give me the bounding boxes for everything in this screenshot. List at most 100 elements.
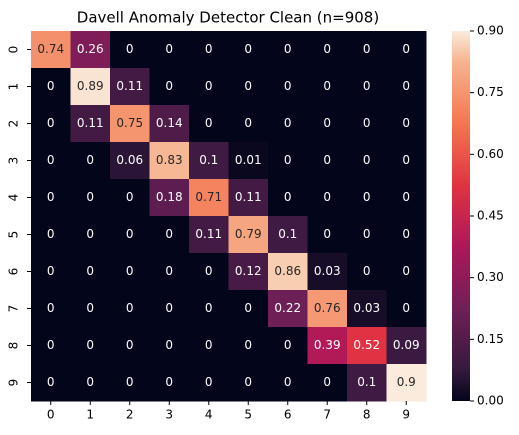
- heatmap-cell: [268, 290, 308, 328]
- heatmap-cell: [189, 253, 229, 291]
- cell-label: 0: [363, 42, 371, 56]
- x-tick-label: 7: [323, 408, 331, 422]
- heatmap-cell: [268, 179, 308, 217]
- cell-label: 0: [86, 190, 94, 204]
- cell-label: 0: [244, 79, 252, 93]
- cell-label: 0: [244, 301, 252, 315]
- cell-label: 0: [126, 190, 134, 204]
- heatmap-cell: [307, 142, 348, 180]
- cell-label: 0: [47, 116, 55, 130]
- heatmap-cell: [268, 105, 308, 143]
- heatmap-cell: [228, 142, 269, 180]
- cell-label: 0.11: [116, 79, 143, 93]
- heatmap-cell: [347, 142, 387, 180]
- cell-label: 0: [47, 301, 55, 315]
- cell-label: 0: [86, 227, 94, 241]
- cell-label: 0: [165, 227, 173, 241]
- cell-label: 0: [205, 301, 213, 315]
- heatmap-cell: [189, 216, 229, 254]
- cell-label: 0: [126, 227, 134, 241]
- heatmap-cell: [110, 179, 150, 217]
- x-tick-label: 4: [205, 408, 213, 422]
- cell-label: 0: [284, 79, 292, 93]
- heatmap-cell: [31, 68, 71, 106]
- cell-label: 0: [126, 338, 134, 352]
- cell-label: 0: [205, 42, 213, 56]
- cell-label: 0: [284, 153, 292, 167]
- colorbar: [452, 31, 470, 401]
- heatmap-cell: [110, 364, 150, 402]
- colorbar-tick-label: 0.30: [477, 270, 504, 284]
- y-tick-label: 7: [7, 305, 21, 313]
- y-tick-label: 9: [7, 379, 21, 387]
- cell-label: 0: [402, 153, 410, 167]
- colorbar-tick-label: 0.75: [477, 85, 504, 99]
- heatmap-cell: [70, 290, 111, 328]
- heatmap-cell: [70, 31, 111, 69]
- colorbar-tick-label: 0.15: [477, 332, 504, 346]
- cell-label: 0: [284, 42, 292, 56]
- cell-label: 0: [86, 301, 94, 315]
- heatmap-cell: [228, 105, 269, 143]
- cell-label: 0: [402, 116, 410, 130]
- heatmap-cell: [307, 290, 348, 328]
- cell-label: 0: [363, 264, 371, 278]
- chart-title: Davell Anomaly Detector Clean (n=908): [77, 9, 379, 27]
- cell-label: 0: [363, 153, 371, 167]
- cell-label: 0.1: [199, 153, 218, 167]
- heatmap-cell: [268, 216, 308, 254]
- cell-label: 0.18: [156, 190, 183, 204]
- heatmap-cell: [268, 327, 308, 365]
- cell-label: 0: [363, 116, 371, 130]
- heatmap-cell: [268, 31, 308, 69]
- heatmap-cell: [386, 68, 427, 106]
- cell-label: 0.11: [195, 227, 222, 241]
- colorbar-tick-label: 0.90: [477, 24, 504, 38]
- cell-label: 0.1: [278, 227, 297, 241]
- heatmap-cell: [189, 290, 229, 328]
- heatmap-cell: [70, 364, 111, 402]
- colorbar-tick-label: 0.60: [477, 147, 504, 161]
- heatmap-cell: [110, 68, 150, 106]
- heatmap-cell: [31, 253, 71, 291]
- heatmap-cell: [386, 31, 427, 69]
- cell-label: 0: [47, 79, 55, 93]
- heatmap-cell: [189, 68, 229, 106]
- cell-label: 0.06: [116, 153, 143, 167]
- cell-label: 0: [47, 375, 55, 389]
- heatmap-cell: [347, 253, 387, 291]
- heatmap-cell: [228, 364, 269, 402]
- cell-label: 0: [47, 338, 55, 352]
- x-tick-label: 5: [244, 408, 252, 422]
- heatmap-cell: [347, 290, 387, 328]
- heatmap-cell: [189, 364, 229, 402]
- heatmap-cell: [347, 105, 387, 143]
- cell-label: 0: [284, 375, 292, 389]
- cell-label: 0.9: [397, 375, 416, 389]
- heatmap-cell: [70, 179, 111, 217]
- cell-label: 0.11: [235, 190, 262, 204]
- heatmap-cell: [228, 31, 269, 69]
- cell-label: 0: [402, 301, 410, 315]
- heatmap-cell: [307, 253, 348, 291]
- cell-label: 0: [244, 338, 252, 352]
- heatmap-cell: [110, 142, 150, 180]
- cell-label: 0: [205, 264, 213, 278]
- cell-label: 0: [363, 227, 371, 241]
- cell-label: 0.26: [77, 42, 104, 56]
- heatmap-cell: [307, 179, 348, 217]
- cell-label: 0: [323, 116, 331, 130]
- cell-label: 0: [86, 338, 94, 352]
- y-tick-label: 4: [7, 194, 21, 202]
- heatmap-cell: [189, 31, 229, 69]
- cell-label: 0.86: [274, 264, 301, 278]
- x-tick-label: 6: [284, 408, 292, 422]
- cell-label: 0: [244, 42, 252, 56]
- cell-label: 0: [47, 264, 55, 278]
- heatmap-cell: [386, 179, 427, 217]
- x-tick-label: 1: [86, 408, 94, 422]
- cell-label: 0.22: [274, 301, 301, 315]
- cell-label: 0: [47, 227, 55, 241]
- cell-label: 0: [323, 227, 331, 241]
